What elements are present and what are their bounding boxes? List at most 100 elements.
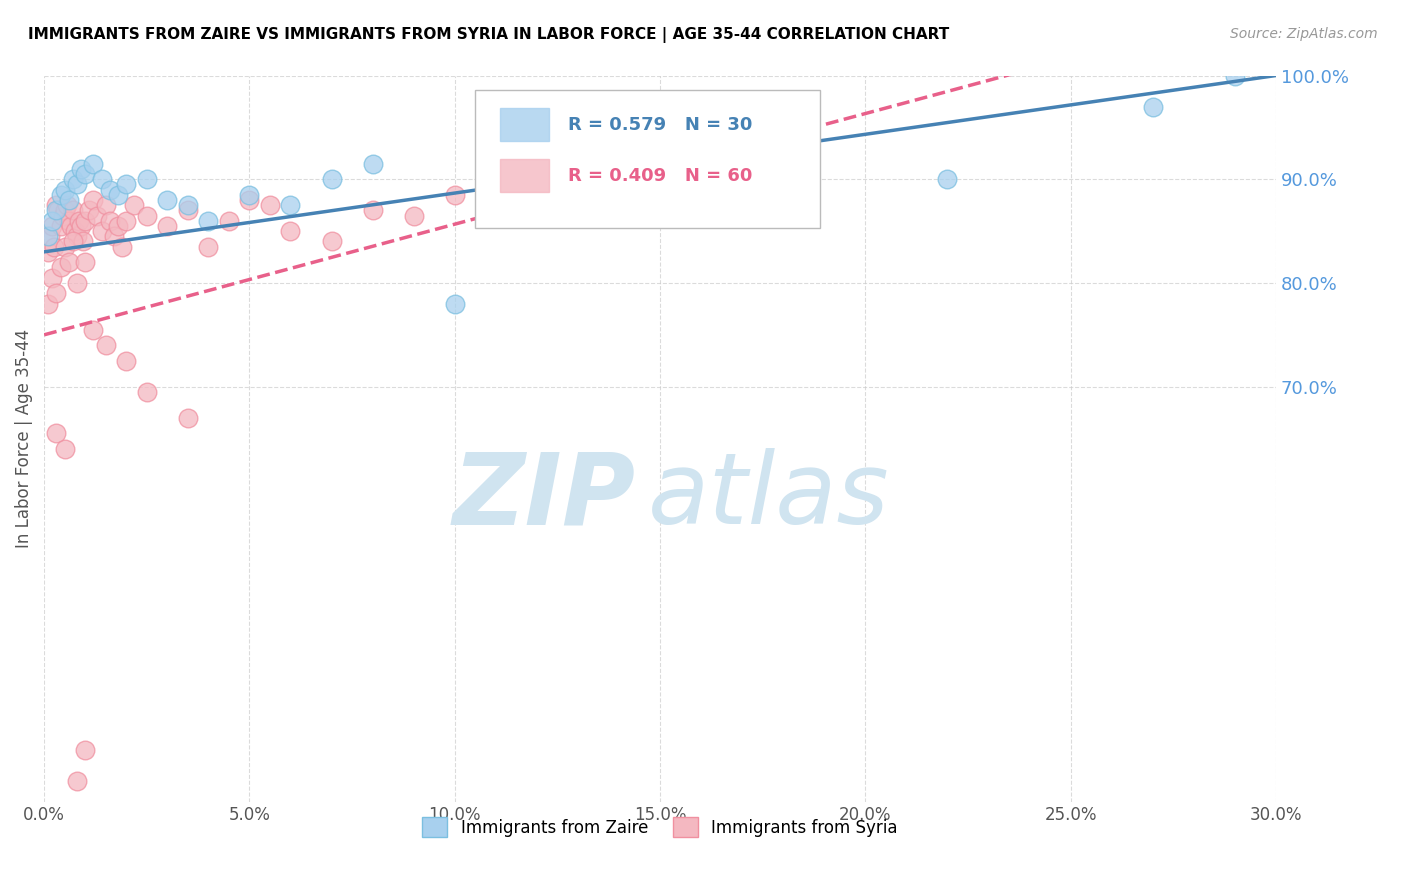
Point [321,172,343,186]
Point [49,219,72,233]
Point [45,426,67,441]
Point [58,255,80,269]
Point [98,183,121,197]
Point [49,260,72,275]
Point [49,187,72,202]
Point [259,198,281,212]
Point [772,141,794,155]
FancyBboxPatch shape [475,90,820,228]
Point [82,157,104,171]
Point [48,203,70,218]
Point [238,193,260,207]
Point [197,213,219,227]
Point [62,203,84,218]
Point [135,172,157,186]
Text: Source: ZipAtlas.com: Source: ZipAtlas.com [1230,27,1378,41]
Point [53,442,76,456]
Point [82,323,104,337]
Point [443,187,465,202]
Point [526,167,548,181]
Point [936,172,959,186]
Point [1223,69,1246,83]
Point [443,296,465,310]
Point [53,203,76,218]
Point [66,178,89,192]
Point [41,219,63,233]
Point [402,209,425,223]
Y-axis label: In Labor Force | Age 35-44: In Labor Force | Age 35-44 [15,329,32,548]
Point [37,229,59,244]
Text: R = 0.409   N = 60: R = 0.409 N = 60 [568,167,752,185]
Point [280,198,302,212]
Point [75,213,97,227]
Point [66,773,89,788]
Point [111,240,134,254]
Point [361,203,384,218]
Point [37,244,59,259]
Point [94,198,117,212]
Point [177,198,200,212]
Point [62,235,84,249]
Bar [501,108,550,141]
Point [90,224,112,238]
Point [58,213,80,227]
Point [280,224,302,238]
Point [55,198,77,212]
Point [63,224,86,238]
Point [45,203,67,218]
Point [58,193,80,207]
Point [238,187,260,202]
Point [135,209,157,223]
Point [177,203,200,218]
Text: IMMIGRANTS FROM ZAIRE VS IMMIGRANTS FROM SYRIA IN LABOR FORCE | AGE 35-44 CORREL: IMMIGRANTS FROM ZAIRE VS IMMIGRANTS FROM… [28,27,949,43]
Point [72,235,94,249]
Point [115,213,138,227]
Point [77,203,100,218]
Point [75,742,97,756]
Point [75,167,97,181]
Point [135,384,157,399]
Point [82,193,104,207]
Point [59,219,82,233]
Point [690,203,713,218]
Point [45,198,67,212]
Point [70,161,93,176]
Text: R = 0.579   N = 30: R = 0.579 N = 30 [568,116,752,134]
Point [75,255,97,269]
Point [44,240,66,254]
Point [66,229,89,244]
Point [41,213,63,227]
Point [103,229,125,244]
Point [45,286,67,301]
Point [156,193,179,207]
Point [53,183,76,197]
Point [39,229,62,244]
Point [41,270,63,285]
Point [1142,100,1164,114]
Bar [501,159,550,192]
Point [156,219,179,233]
Point [321,235,343,249]
Text: atlas: atlas [648,448,890,545]
Point [53,240,76,254]
Point [52,209,75,223]
Point [197,240,219,254]
Point [107,219,129,233]
Legend: Immigrants from Zaire, Immigrants from Syria: Immigrants from Zaire, Immigrants from S… [416,811,904,844]
Text: ZIP: ZIP [453,448,636,545]
Point [37,296,59,310]
Point [124,198,146,212]
Point [107,187,129,202]
Point [86,209,108,223]
Point [98,213,121,227]
Point [90,172,112,186]
Point [177,410,200,425]
Point [62,172,84,186]
Point [67,213,90,227]
Point [94,338,117,352]
Point [361,157,384,171]
Point [115,353,138,368]
Point [115,178,138,192]
Point [66,276,89,290]
Point [218,213,240,227]
